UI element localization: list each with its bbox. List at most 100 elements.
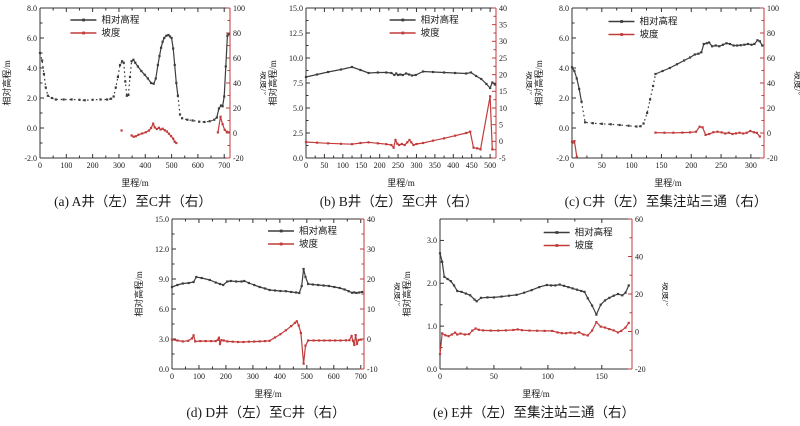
svg-text:12.0: 12.0 [155, 245, 169, 254]
svg-text:350: 350 [429, 161, 441, 170]
svg-text:30: 30 [367, 245, 375, 254]
svg-text:60: 60 [767, 54, 775, 63]
svg-text:2.0: 2.0 [559, 94, 569, 103]
svg-text:相对高程/m: 相对高程/m [533, 60, 544, 106]
svg-text:80: 80 [233, 29, 241, 38]
svg-text:坡度/°: 坡度/° [793, 71, 800, 96]
chart-d-caption: (d) D井（左）至C井（右） [186, 405, 346, 420]
svg-text:0: 0 [367, 335, 371, 344]
svg-text:100: 100 [233, 4, 245, 13]
chart-d: 0 100 200 300 400 500 600 700 0.0 3.0 6.0 9.0 12.0 15… [132, 211, 400, 422]
svg-text:坡度: 坡度 [421, 27, 441, 39]
svg-text:400: 400 [139, 161, 151, 170]
svg-text:100: 100 [767, 4, 779, 13]
svg-text:-2.0: -2.0 [556, 154, 569, 163]
svg-text:20: 20 [499, 70, 507, 79]
svg-text:相对高程/m: 相对高程/m [267, 60, 278, 106]
svg-text:40: 40 [499, 4, 507, 13]
svg-text:0.0: 0.0 [427, 365, 437, 374]
svg-text:0.0: 0.0 [559, 124, 569, 133]
svg-text:相对高程: 相对高程 [101, 14, 140, 26]
svg-text:500: 500 [301, 372, 313, 381]
svg-text:40: 40 [767, 79, 775, 88]
svg-text:200: 200 [87, 161, 99, 170]
svg-text:2.0: 2.0 [427, 279, 437, 288]
svg-text:-2.0: -2.0 [24, 154, 37, 163]
svg-text:6.0: 6.0 [159, 305, 169, 314]
svg-text:里程/m: 里程/m [522, 389, 550, 399]
svg-text:20: 20 [367, 275, 375, 284]
svg-text:里程/m: 里程/m [387, 178, 415, 188]
svg-text:50: 50 [490, 372, 498, 381]
svg-text:坡度: 坡度 [101, 27, 121, 39]
svg-text:15.0: 15.0 [155, 215, 169, 224]
svg-text:500: 500 [166, 161, 178, 170]
svg-text:坡度/°: 坡度/° [661, 282, 668, 307]
chart-d-canvas: 0 100 200 300 400 500 600 7000.03.06.09.012.015… [133, 215, 400, 399]
svg-text:100: 100 [337, 161, 349, 170]
chart-b-caption: (b) B井（左）至C井（右） [319, 194, 479, 209]
svg-text:100: 100 [542, 372, 554, 381]
svg-text:0.0: 0.0 [159, 365, 169, 374]
svg-text:15.0: 15.0 [289, 4, 303, 13]
charts-row-bottom: 0 100 200 300 400 500 600 700 0.0 3.0 6.0 9.0 12.0 15… [0, 211, 800, 422]
charts-row-top: 0 100 200 300 400 500 600 700 -2.0 0.0 2.0 4.0 6.0 8.… [0, 0, 800, 211]
svg-text:里程/m: 里程/m [654, 178, 682, 188]
chart-a: 0 100 200 300 400 500 600 700 -2.0 0.0 2.0 4.0 6.0 8.… [0, 0, 266, 211]
svg-text:相对高程/m: 相对高程/m [401, 271, 412, 317]
svg-text:0: 0 [570, 161, 574, 170]
svg-text:2.5: 2.5 [293, 129, 303, 138]
svg-text:9.0: 9.0 [159, 275, 169, 284]
svg-text:0: 0 [170, 372, 174, 381]
svg-text:600: 600 [328, 372, 340, 381]
svg-text:7.5: 7.5 [293, 79, 303, 88]
svg-text:4.0: 4.0 [27, 64, 37, 73]
svg-text:200: 200 [685, 161, 697, 170]
svg-text:-20: -20 [233, 154, 244, 163]
chart-c-caption: (c) C井（左）至集注站三通（右） [564, 194, 768, 209]
svg-text:30: 30 [499, 37, 507, 46]
svg-text:8.0: 8.0 [559, 4, 569, 13]
svg-text:相对高程: 相对高程 [575, 227, 614, 239]
svg-text:60: 60 [233, 54, 241, 63]
svg-text:150: 150 [655, 161, 667, 170]
svg-text:20: 20 [233, 104, 241, 113]
svg-text:35: 35 [499, 20, 507, 29]
svg-text:150: 150 [355, 161, 367, 170]
svg-text:100: 100 [60, 161, 72, 170]
svg-text:坡度: 坡度 [299, 238, 319, 250]
svg-text:0: 0 [304, 161, 308, 170]
chart-a-canvas: 0 100 200 300 400 500 600 700-2.00.02.04.06.08.… [1, 4, 266, 188]
svg-text:300: 300 [113, 161, 125, 170]
svg-text:0: 0 [635, 327, 639, 336]
chart-c-canvas: 0 50 100 150 200 250 300-2.00.02.04.06.08.0-20… [533, 4, 800, 188]
svg-text:-5: -5 [499, 154, 506, 163]
svg-text:坡度/°: 坡度/° [259, 71, 266, 96]
svg-text:里程/m: 里程/m [254, 389, 282, 399]
chart-e: 0 50 100 150 0.0 1.0 2.0 3.0 -20 0 20 40 60 里程/m 相对高程/… [400, 211, 668, 422]
svg-text:坡度: 坡度 [639, 29, 659, 41]
svg-text:0: 0 [233, 129, 237, 138]
svg-text:300: 300 [247, 372, 259, 381]
svg-text:250: 250 [392, 161, 404, 170]
chart-b-canvas: 0 50 100 150 200 250 300 350 400 450 5000.02.55.07… [267, 4, 532, 188]
svg-text:-20: -20 [635, 365, 646, 374]
svg-text:10.0: 10.0 [289, 54, 303, 63]
svg-text:200: 200 [374, 161, 386, 170]
svg-text:相对高程/m: 相对高程/m [133, 271, 144, 317]
svg-text:100: 100 [626, 161, 638, 170]
svg-text:700: 700 [218, 161, 230, 170]
svg-text:2.0: 2.0 [27, 94, 37, 103]
svg-text:250: 250 [715, 161, 727, 170]
svg-text:6.0: 6.0 [27, 34, 37, 43]
svg-text:12.5: 12.5 [289, 29, 303, 38]
chart-e-canvas: 0 50 100 150 0.0 1.0 2.0 3.0 -20 0 20 40 60 里程/m 相对高程/… [401, 215, 668, 399]
svg-text:15: 15 [499, 87, 507, 96]
svg-text:700: 700 [355, 372, 367, 381]
svg-text:20: 20 [767, 104, 775, 113]
chart-e-caption: (e) E井（左）至集注站三通（右） [432, 405, 636, 420]
svg-text:200: 200 [220, 372, 232, 381]
chart-b: 0 50 100 150 200 250 300 350 400 450 500 0.0 2.5 5.0 7… [266, 0, 532, 211]
svg-text:5: 5 [499, 120, 503, 129]
